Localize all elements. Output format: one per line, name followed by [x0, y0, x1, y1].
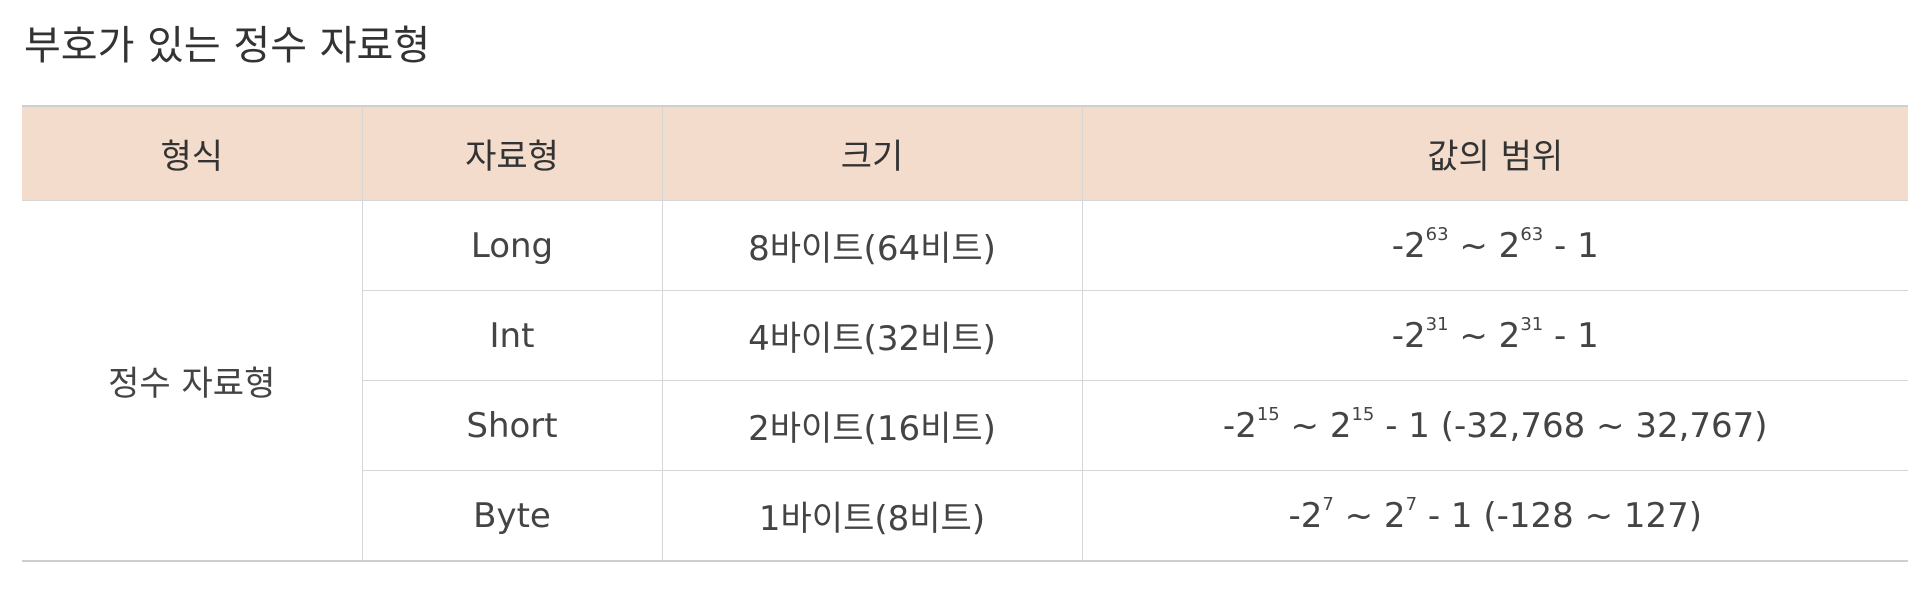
range-separator: ~ — [1333, 495, 1384, 536]
type-cell: Short — [361, 380, 663, 471]
table-header-row: 형식 자료형 크기 값의 범위 — [22, 105, 1908, 201]
range-separator: ~ — [1448, 225, 1499, 266]
range-separator: ~ — [1448, 315, 1499, 356]
header-value-range: 값의 범위 — [1081, 105, 1908, 201]
table-row: Int 4바이트(32비트) -231 ~ 231 - 1 — [22, 290, 1908, 381]
range-pos-base: 2 — [1329, 405, 1352, 446]
range-pos-exponent: 15 — [1351, 404, 1375, 426]
table-row: Short 2바이트(16비트) -215 ~ 215 - 1 (-32,768… — [22, 380, 1908, 471]
integer-type-table: 형식 자료형 크기 값의 범위 정수 자료형 Long 8바이트(64비트) -… — [22, 105, 1908, 562]
range-pos-base: 2 — [1498, 315, 1521, 356]
range-suffix: - 1 (-128 ~ 127) — [1417, 495, 1703, 536]
type-cell: Long — [361, 200, 663, 291]
range-neg-exponent: 63 — [1425, 224, 1449, 246]
format-cell: 정수 자료형 — [22, 200, 363, 562]
range-neg-exponent: 31 — [1425, 314, 1449, 336]
range-separator: ~ — [1279, 405, 1330, 446]
range-suffix: - 1 — [1543, 315, 1599, 356]
range-pos-base: 2 — [1383, 495, 1406, 536]
page-title: 부호가 있는 정수 자료형 — [24, 23, 431, 69]
header-size: 크기 — [661, 105, 1083, 201]
range-cell: -263 ~ 263 - 1 — [1081, 200, 1908, 291]
range-neg-base: -2 — [1391, 225, 1426, 266]
size-cell: 1바이트(8비트) — [661, 470, 1083, 562]
table-row: Byte 1바이트(8비트) -27 ~ 27 - 1 (-128 ~ 127) — [22, 470, 1908, 562]
range-pos-exponent: 63 — [1520, 224, 1544, 246]
size-cell: 8바이트(64비트) — [661, 200, 1083, 291]
size-cell: 4바이트(32비트) — [661, 290, 1083, 381]
range-cell: -231 ~ 231 - 1 — [1081, 290, 1908, 381]
range-neg-exponent: 7 — [1322, 494, 1334, 516]
header-format: 형식 — [22, 105, 363, 201]
size-cell: 2바이트(16비트) — [661, 380, 1083, 471]
range-neg-base: -2 — [1288, 495, 1323, 536]
range-cell: -215 ~ 215 - 1 (-32,768 ~ 32,767) — [1081, 380, 1908, 471]
range-suffix: - 1 — [1543, 225, 1599, 266]
range-cell: -27 ~ 27 - 1 (-128 ~ 127) — [1081, 470, 1908, 562]
table-row: 정수 자료형 Long 8바이트(64비트) -263 ~ 263 - 1 — [22, 200, 1908, 562]
type-cell: Byte — [361, 470, 663, 562]
range-pos-base: 2 — [1498, 225, 1521, 266]
range-neg-exponent: 15 — [1256, 404, 1280, 426]
range-neg-base: -2 — [1391, 315, 1426, 356]
type-cell: Int — [361, 290, 663, 381]
range-suffix: - 1 (-32,768 ~ 32,767) — [1374, 405, 1768, 446]
range-pos-exponent: 7 — [1405, 494, 1418, 516]
range-neg-base: -2 — [1222, 405, 1257, 446]
header-data-type: 자료형 — [361, 105, 663, 201]
range-pos-exponent: 31 — [1520, 314, 1544, 336]
